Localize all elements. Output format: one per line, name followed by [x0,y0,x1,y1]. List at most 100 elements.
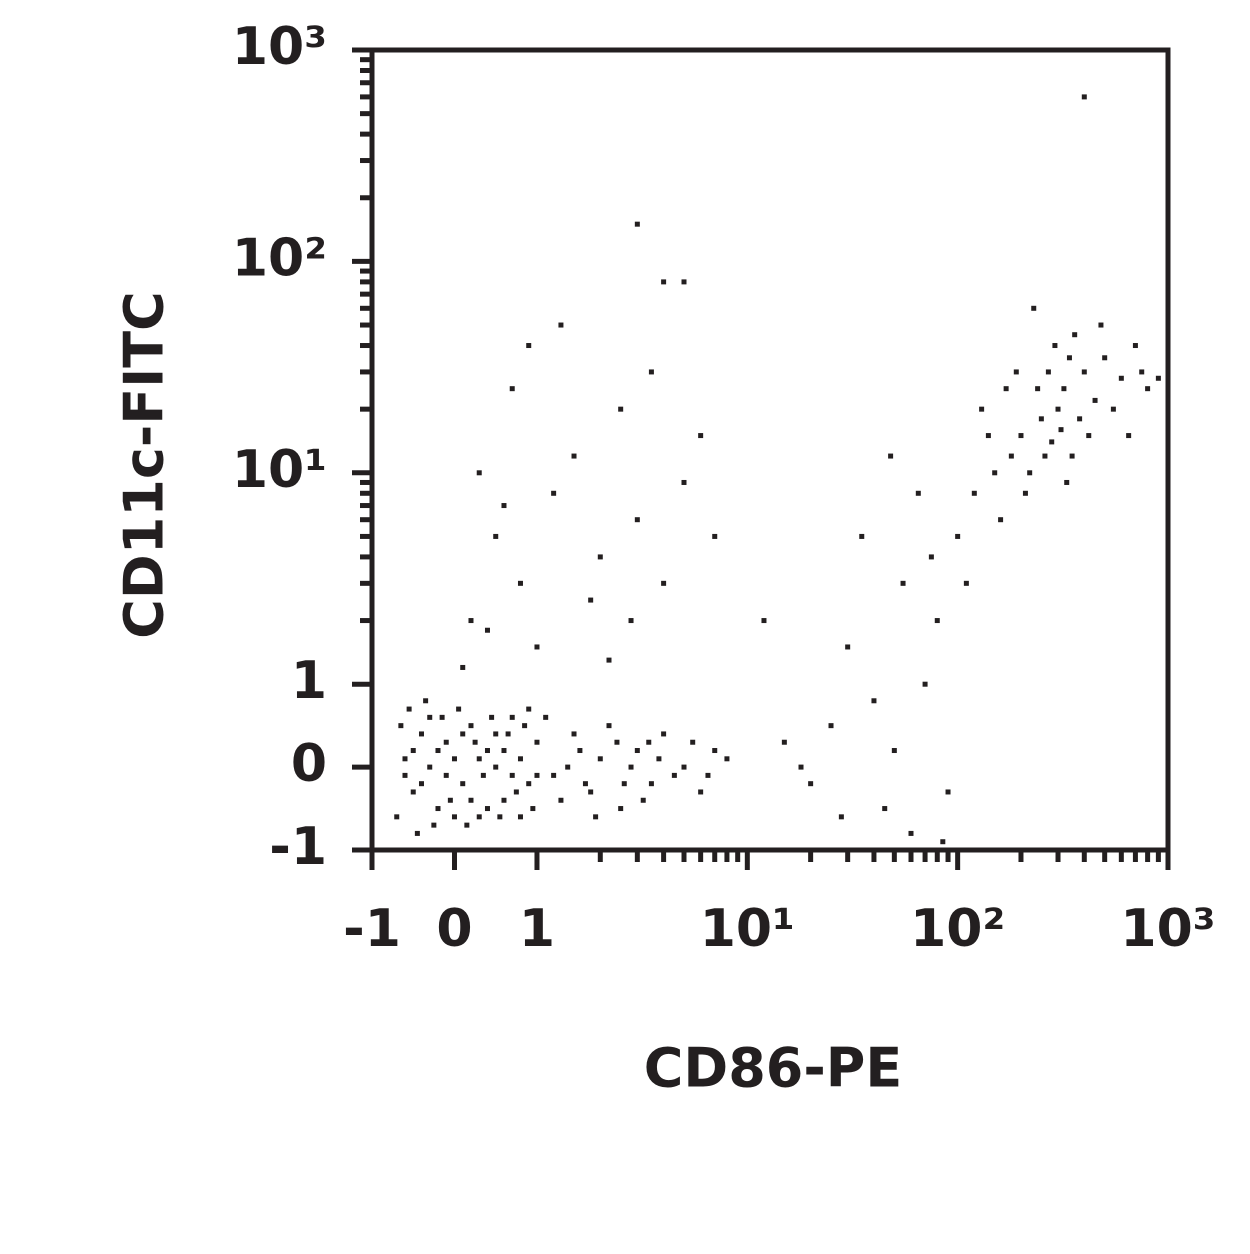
dot [1145,386,1151,392]
dot [513,789,519,795]
dot [646,739,652,745]
dot [1022,490,1028,496]
dot [460,664,466,670]
dot [979,406,985,412]
dot [1072,332,1078,338]
dot [606,657,612,663]
dot [588,789,594,795]
dot [698,789,704,795]
dot [534,772,540,778]
dot [435,748,441,754]
dot [681,479,687,485]
y-axis-label: CD11c-FITC [113,291,176,638]
dot [621,781,627,787]
dot [1045,369,1051,375]
dot [859,533,865,539]
dot [472,739,478,745]
dot [971,490,977,496]
dot [934,618,940,624]
dot [618,406,624,412]
dot [460,731,466,737]
dot [509,386,515,392]
dot [398,723,404,729]
dot [1081,369,1087,375]
dot [577,748,583,754]
dot [476,814,482,820]
dot [484,806,490,812]
dot [640,797,646,803]
dot [410,748,416,754]
dot [798,764,804,770]
dot [480,772,486,778]
dot [1066,355,1072,361]
dot [534,739,540,745]
dot [571,453,577,459]
dot [690,739,696,745]
dot [526,781,532,787]
dot [414,830,420,836]
dot [1155,375,1161,381]
dot [534,644,540,650]
dot [493,731,499,737]
y-tick-label: 10³ [232,17,327,77]
dot [661,731,667,737]
dot [838,814,844,820]
dot [656,756,662,762]
dot [571,731,577,737]
dot [418,781,424,787]
dot [634,517,640,523]
dot [431,822,437,828]
dot [888,453,894,459]
dot [435,806,441,812]
dot [551,490,557,496]
dot [1110,406,1116,412]
dot [1058,427,1064,433]
dot [712,533,718,539]
x-axis-label: CD86-PE [644,1037,902,1100]
dot [402,772,408,778]
dot [543,714,549,720]
dot [1049,439,1055,445]
dot [526,343,532,349]
dot [614,739,620,745]
dot [1064,479,1070,485]
dot [992,470,998,476]
dot [476,756,482,762]
dot [460,781,466,787]
dot [501,503,507,509]
x-tick-label: 10³ [1120,899,1215,959]
dot [1013,369,1019,375]
plot-frame [369,47,1171,853]
dot [593,814,599,820]
dot [427,714,433,720]
dot [530,806,536,812]
y-tick-label: -1 [269,817,327,877]
dot [439,714,445,720]
dot [1098,322,1104,328]
dot [618,806,624,812]
dot [634,748,640,754]
dot [497,814,503,820]
dot [402,756,408,762]
dot [1126,433,1132,439]
dot [1042,453,1048,459]
dot [1092,397,1098,403]
y-tick-label: 10¹ [232,440,327,500]
dot [517,580,523,586]
y-tick-label: 10² [232,228,327,288]
dot [505,731,511,737]
dot [1132,343,1138,349]
dot [606,723,612,729]
dot [882,806,888,812]
dot [1081,94,1087,100]
dot [447,797,453,803]
dot [724,756,730,762]
y-tick-label: 0 [291,734,327,794]
dot [900,580,906,586]
dot [423,698,429,704]
dot [443,739,449,745]
dot [501,797,507,803]
dot [558,322,564,328]
x-tick-label: 10¹ [700,899,795,959]
dot [443,772,449,778]
